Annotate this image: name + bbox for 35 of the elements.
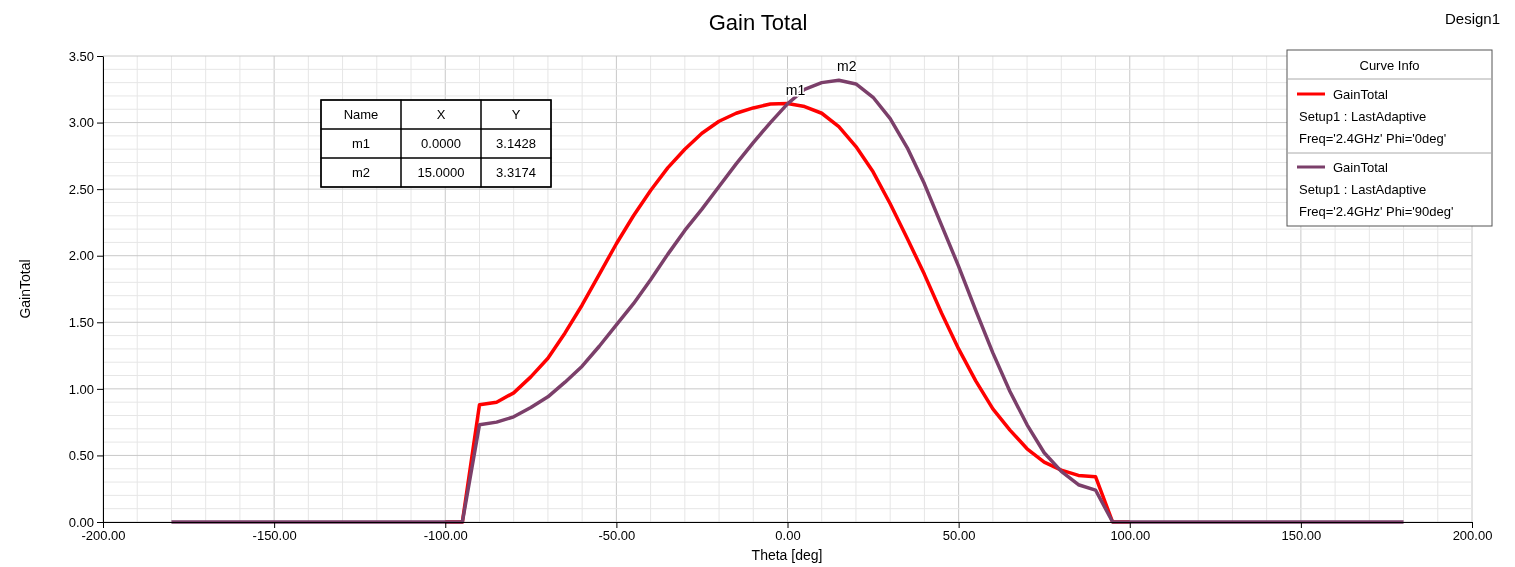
annotation: Name bbox=[343, 107, 379, 122]
x-tick-label: 150.00 bbox=[1281, 528, 1322, 544]
y-tick-label: 3.00 bbox=[68, 115, 94, 131]
text: Design1 bbox=[1444, 10, 1500, 27]
chart-title: Gain Total bbox=[708, 10, 808, 35]
y-tick-label: 2.50 bbox=[68, 181, 94, 197]
y-tick-label: 0.50 bbox=[68, 448, 94, 464]
annotation: 15.0000 bbox=[417, 165, 465, 180]
y-tick-label: 2.00 bbox=[68, 248, 94, 264]
annotation: 0.0000 bbox=[421, 136, 461, 151]
x-tick-label: -150.00 bbox=[252, 528, 297, 544]
annotation: 3.3174 bbox=[496, 165, 536, 180]
legend-title: Curve Info bbox=[1359, 58, 1420, 73]
x-tick-label: 200.00 bbox=[1452, 528, 1493, 544]
legend-label: GainTotal Setup1 : LastAdaptive Freq='2.4GHz' Phi='90deg' bbox=[1299, 160, 1454, 219]
x-tick-label: 0.00 bbox=[775, 528, 801, 544]
y-tick-label: 1.00 bbox=[68, 381, 94, 397]
annotation: m1 bbox=[785, 81, 806, 98]
y-tick-label: 1.50 bbox=[68, 314, 94, 330]
annotation: m2 bbox=[837, 58, 857, 75]
x-tick-label: 100.00 bbox=[1110, 528, 1151, 544]
x-tick-label: -100.00 bbox=[423, 528, 468, 544]
annotation: m2 bbox=[351, 165, 371, 180]
x-tick-label: -200.00 bbox=[81, 528, 126, 544]
annotation: Y bbox=[511, 107, 521, 122]
legend-label: GainTotal Setup1 : LastAdaptive Freq='2.4GHz' Phi='0deg' bbox=[1299, 87, 1447, 146]
annotation: 3.1428 bbox=[496, 136, 536, 151]
y-tick-label: 0.00 bbox=[68, 514, 94, 530]
annotation: X bbox=[436, 107, 446, 122]
y-axis-title: GainTotal bbox=[17, 259, 33, 319]
y-tick-label: 3.50 bbox=[68, 48, 94, 64]
x-axis-title: Theta [deg] bbox=[751, 547, 823, 563]
x-tick-label: 50.00 bbox=[942, 528, 976, 544]
annotation: m1 bbox=[351, 136, 371, 151]
x-tick-label: -50.00 bbox=[598, 528, 636, 544]
